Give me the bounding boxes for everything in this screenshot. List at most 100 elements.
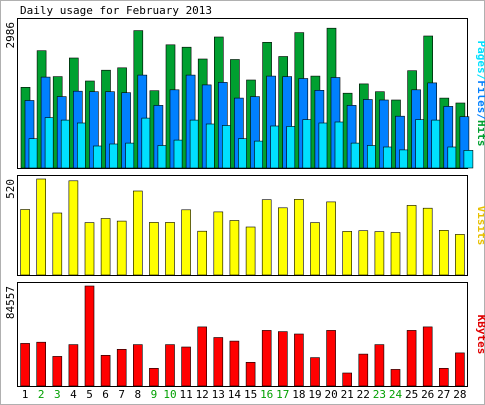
bar-kbytes-day-12 [197, 326, 207, 387]
bar-kbytes-day-9 [149, 367, 159, 387]
x-tick-label-11: 11 [179, 388, 192, 401]
x-tick-label-24: 24 [389, 388, 403, 401]
bar-visits-day-9 [149, 222, 159, 276]
bar-visits-day-2 [36, 178, 47, 276]
chart-panels: 2986 Pages/Files/Hits 520 Visits 84557 KBytes [4, 18, 485, 387]
y-max-label: 520 [4, 179, 17, 199]
x-tick-label-20: 20 [324, 388, 337, 401]
bar-visits-day-6 [100, 218, 111, 276]
bar-pages-day-28 [463, 150, 474, 169]
x-tick-label-3: 3 [54, 388, 61, 401]
bar-visits-day-14 [229, 220, 240, 276]
x-tick-label-12: 12 [196, 388, 209, 401]
bar-kbytes-day-27 [438, 367, 449, 387]
x-axis-labels: 1 2 3 4 5 6 7 8 9 10 11 12 13 14 15 16 17 18 19 20 21 22 23 24 2… [22, 388, 467, 401]
x-tick-label-6: 6 [102, 388, 109, 401]
x-tick-label-26: 26 [421, 388, 434, 401]
bar-pages-day-3 [60, 119, 71, 169]
x-tick-label-19: 19 [308, 388, 321, 401]
bar-kbytes-day-13 [213, 337, 224, 387]
x-tick-label-18: 18 [292, 388, 305, 401]
bar-visits-day-18 [294, 199, 304, 276]
bar-visits-day-1 [20, 209, 30, 276]
bar-kbytes-day-15 [245, 361, 256, 387]
bar-pages-day-1 [28, 138, 39, 169]
series-side-label: KBytes [475, 315, 485, 355]
bar-pages-day-24 [399, 149, 409, 169]
bar-visits-day-22 [358, 230, 369, 276]
bar-kbytes-day-24 [390, 369, 401, 387]
bar-pages-day-15 [254, 140, 264, 169]
bar-kbytes-day-20 [326, 330, 336, 387]
bar-kbytes-day-23 [374, 344, 385, 387]
bar-visits-day-15 [245, 226, 256, 276]
bar-kbytes-day-11 [181, 346, 191, 387]
bar-visits-day-24 [390, 232, 401, 276]
y-max-label: 84557 [4, 286, 17, 319]
bar-pages-day-27 [447, 146, 458, 169]
panel-kbytes: 84557 KBytes [4, 282, 485, 387]
bar-pages-day-26 [431, 119, 442, 169]
x-tick-label-14: 14 [228, 388, 242, 401]
x-tick-label-22: 22 [357, 388, 370, 401]
bar-kbytes-day-28 [455, 352, 465, 387]
x-tick-label-17: 17 [276, 388, 289, 401]
series-side-label: Pages/Files/Hits [475, 41, 485, 147]
bar-kbytes-day-4 [68, 344, 79, 387]
bar-pages-day-16 [270, 125, 280, 169]
x-tick-label-15: 15 [244, 388, 257, 401]
bar-visits-day-4 [68, 180, 79, 276]
x-tick-label-13: 13 [212, 388, 225, 401]
x-tick-label-5: 5 [86, 388, 93, 401]
x-tick-label-1: 1 [22, 388, 29, 401]
x-tick-label-27: 27 [437, 388, 450, 401]
bar-pages-day-11 [189, 119, 200, 169]
bar-visits-day-27 [438, 230, 449, 276]
bar-visits-day-7 [116, 220, 127, 276]
bar-kbytes-day-3 [52, 356, 63, 387]
x-tick-label-16: 16 [260, 388, 273, 401]
side-label-part: Pages/ [475, 41, 485, 81]
bar-pages-day-22 [366, 145, 377, 169]
x-tick-label-4: 4 [70, 388, 77, 401]
bar-pages-day-17 [286, 126, 297, 169]
bar-kbytes-day-26 [422, 326, 433, 387]
bar-visits-day-19 [310, 222, 320, 276]
side-label-part: Hits [475, 120, 485, 147]
panel-visits: 520 Visits [4, 175, 485, 276]
bar-kbytes-day-22 [358, 353, 369, 387]
x-tick-label-21: 21 [341, 388, 354, 401]
bar-pages-day-19 [318, 122, 329, 169]
bar-visits-day-12 [197, 230, 207, 276]
bar-pages-day-10 [173, 139, 184, 169]
bar-visits-day-21 [342, 231, 353, 276]
x-tick-label-9: 9 [151, 388, 158, 401]
bar-pages-day-6 [109, 143, 119, 169]
side-label-part: Files/ [475, 80, 485, 120]
x-tick-label-8: 8 [134, 388, 141, 401]
panel-pages-files-hits: 2986 Pages/Files/Hits [4, 18, 485, 169]
bar-visits-day-16 [261, 199, 272, 276]
bar-kbytes-day-10 [165, 344, 175, 387]
bar-kbytes-day-2 [36, 341, 47, 387]
x-tick-label-23: 23 [373, 388, 386, 401]
bar-kbytes-day-6 [100, 354, 111, 387]
bar-pages-day-8 [141, 117, 152, 169]
bar-pages-day-23 [383, 146, 393, 169]
bar-visits-day-23 [374, 231, 385, 276]
bar-kbytes-day-5 [84, 285, 95, 387]
bar-visits-day-5 [84, 222, 95, 276]
bar-kbytes-day-18 [294, 333, 304, 387]
bar-visits-day-10 [165, 222, 175, 276]
bar-pages-day-20 [334, 121, 345, 169]
x-tick-label-10: 10 [163, 388, 176, 401]
bar-visits-day-26 [422, 207, 433, 276]
chart-title: Daily usage for February 2013 [20, 4, 212, 17]
bar-pages-day-9 [157, 145, 168, 169]
bar-kbytes-day-14 [229, 340, 240, 387]
bar-pages-day-2 [44, 117, 55, 169]
bar-kbytes-day-21 [342, 372, 353, 387]
bar-visits-day-17 [277, 207, 288, 276]
bar-pages-day-13 [222, 125, 232, 169]
